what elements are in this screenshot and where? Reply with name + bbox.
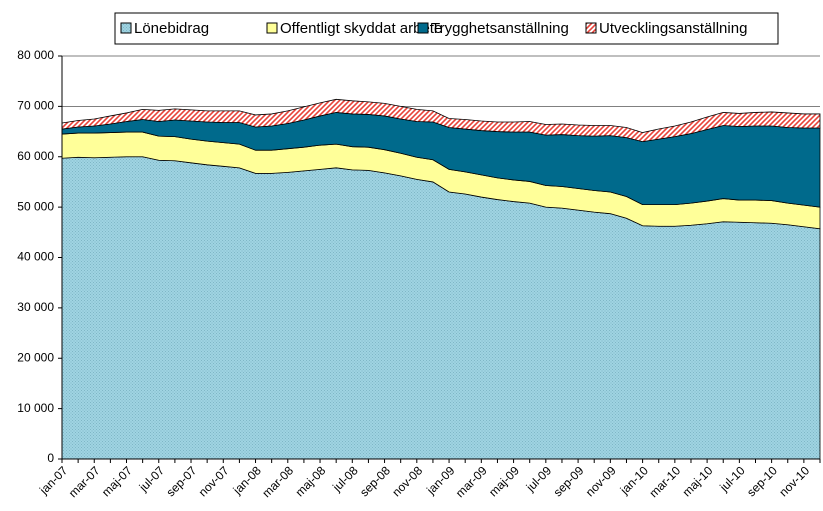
x-tick-label: jan-09 (423, 463, 457, 497)
legend-box (114, 12, 779, 45)
x-tick-label: nov-07 (196, 463, 232, 499)
legend-label: Lönebidrag (134, 20, 209, 37)
x-tick-label: sep-07 (164, 463, 200, 499)
x-tick-label: maj-09 (486, 463, 522, 499)
x-tick-label: sep-09 (551, 463, 587, 499)
legend-swatch (417, 22, 429, 34)
legend-swatch (266, 22, 278, 34)
x-tick-label: nov-10 (776, 463, 812, 499)
y-tick-label: 30 000 (17, 300, 54, 314)
y-tick-label: 50 000 (17, 199, 54, 213)
y-tick-label: 10 000 (17, 401, 54, 415)
x-tick-label: jul-09 (523, 463, 555, 495)
legend-swatch (585, 22, 597, 34)
x-tick-label: mar-09 (453, 463, 490, 500)
y-tick-label: 20 000 (17, 350, 54, 364)
y-tick-label: 0 (47, 451, 54, 465)
y-tick-label: 80 000 (17, 48, 54, 62)
x-tick-label: mar-10 (646, 463, 683, 500)
x-tick-label: maj-08 (293, 463, 329, 499)
x-tick-label: jul-10 (716, 463, 748, 495)
y-tick-label: 60 000 (17, 149, 54, 163)
legend-label: Offentligt skyddat arbete (280, 20, 442, 37)
x-tick-label: sep-10 (744, 463, 780, 499)
y-tick-label: 40 000 (17, 250, 54, 264)
x-tick-label: maj-07 (99, 463, 135, 499)
x-tick-label: sep-08 (357, 463, 393, 499)
x-tick-label: jan-10 (617, 463, 651, 497)
x-tick-label: nov-09 (583, 463, 619, 499)
legend-swatch (120, 22, 132, 34)
x-tick-label: maj-10 (680, 463, 716, 499)
x-tick-label: mar-07 (66, 463, 103, 500)
y-tick-label: 70 000 (17, 99, 54, 113)
x-tick-label: jul-08 (329, 463, 361, 495)
x-tick-label: nov-08 (389, 463, 425, 499)
x-tick-label: jan-08 (230, 463, 264, 497)
area (61, 98, 821, 143)
legend-label: Utvecklingsanställning (599, 20, 747, 37)
x-tick-label: mar-08 (259, 463, 296, 500)
x-tick-label: jan-07 (36, 463, 70, 497)
x-tick-label: jul-07 (136, 463, 168, 495)
legend-label: Trygghetsanställning (431, 20, 569, 37)
